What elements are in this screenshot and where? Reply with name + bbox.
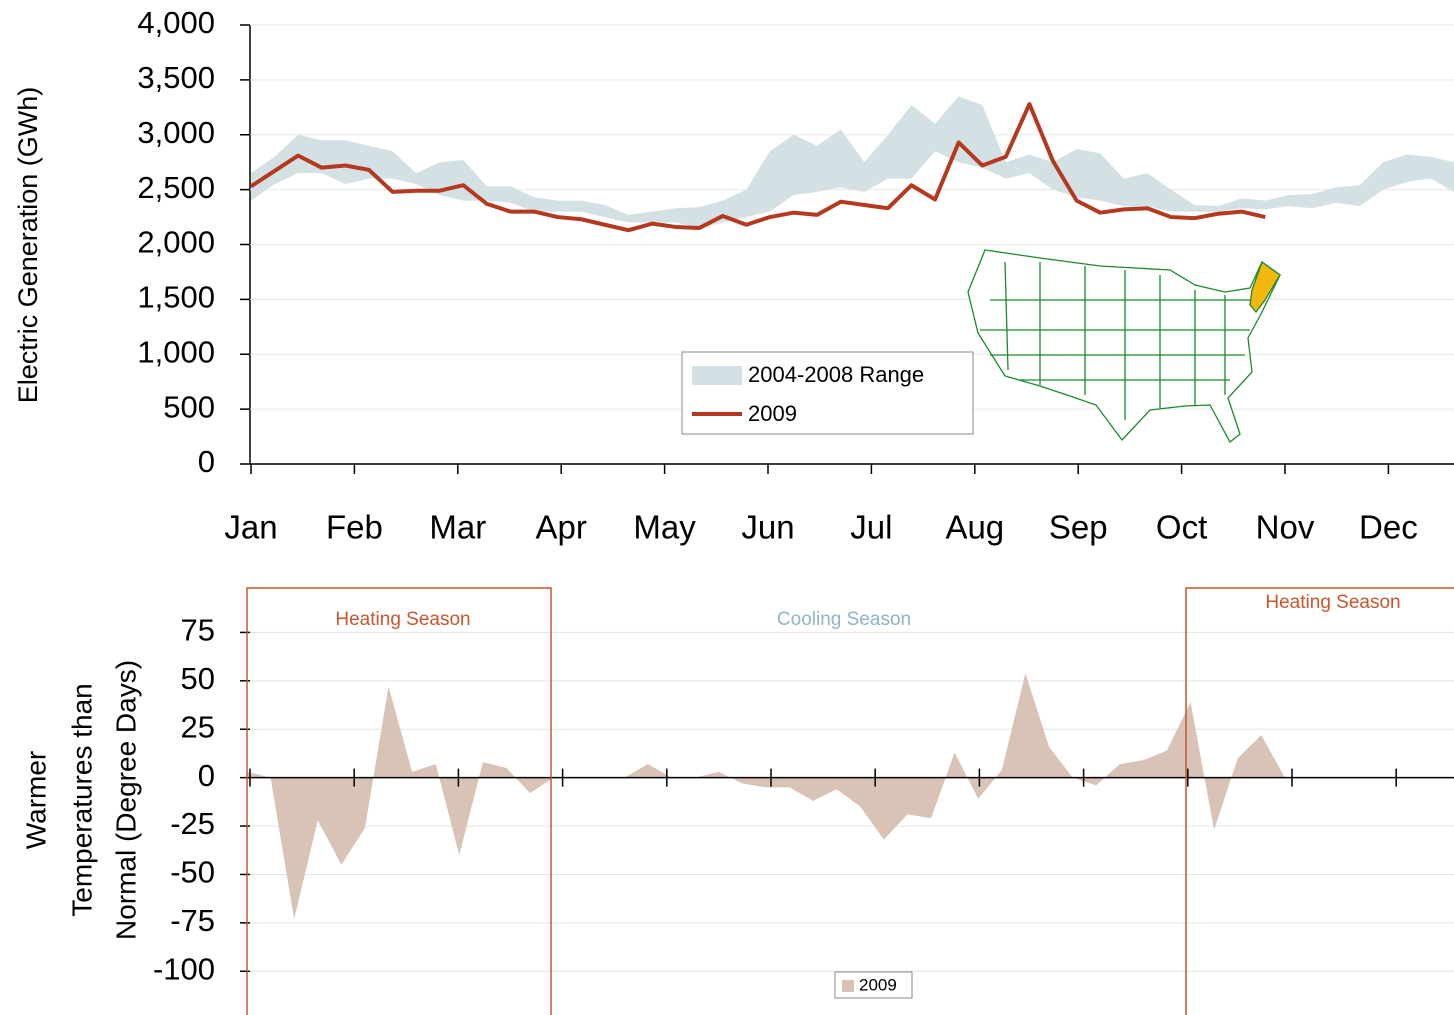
x-tick-label: Mar (429, 509, 486, 546)
x-tick-label: Apr (536, 509, 587, 546)
season-box (246, 587, 552, 1015)
legend-box (681, 351, 974, 435)
x-tick-label: Jun (741, 509, 794, 546)
x-tick-label: May (633, 509, 696, 546)
x-tick-label: Nov (1256, 509, 1315, 546)
y-tick-label: 3,000 (137, 115, 215, 150)
y-tick-label: 500 (163, 389, 215, 424)
bottom-plot: 75 50 25 0 -25 -50 -75 -100 (153, 613, 1454, 986)
y-tick-label: 2,000 (137, 225, 215, 260)
us-map (967, 249, 1281, 443)
y-axis-label: Electric Generation (GWh) (13, 87, 43, 404)
map-borders (980, 261, 1250, 420)
series-line (249, 102, 1266, 233)
annotation: Heating Season (335, 609, 470, 630)
y-axis-label: Temperatures than (66, 683, 97, 916)
annotation: Cooling Season (777, 609, 911, 630)
y-tick-label: 75 (181, 613, 215, 648)
y-tick-label: 25 (181, 709, 215, 744)
x-tick-label: Oct (1156, 509, 1207, 546)
y-tick-label: 2,500 (137, 170, 215, 205)
x-tick-label: Sep (1049, 509, 1108, 546)
y-tick-label: 0 (198, 758, 215, 793)
legend-label: 2009 (859, 975, 897, 994)
y-tick-label: 50 (181, 661, 215, 696)
x-tick-label: Jul (850, 509, 892, 546)
x-tick-label: Feb (326, 509, 383, 546)
annotation: Heating Season (1265, 592, 1400, 613)
series-area (247, 673, 1285, 919)
x-tick-label: Dec (1359, 509, 1418, 546)
x-tick-label: Jan (224, 509, 277, 546)
y-tick-label: 4,000 (137, 5, 215, 40)
y-axis-label: Warmer (20, 751, 51, 850)
season-box (1185, 587, 1454, 1015)
top-plot: 0 500 1,000 1,500 2,000 2,500 3,000 3,500 4,000 J… (137, 5, 1454, 546)
range-area (251, 96, 1454, 229)
legend-swatch (692, 366, 742, 385)
y-tick-label: 3,500 (137, 60, 215, 95)
map-outline (967, 249, 1281, 443)
legend-swatch (842, 980, 854, 992)
y-tick-label: -100 (153, 951, 215, 986)
y-tick-label: 1,000 (137, 334, 215, 369)
x-tick-label: Aug (945, 509, 1004, 546)
y-tick-label: -75 (170, 903, 215, 938)
y-axis-label: Normal (Degree Days) (110, 660, 141, 940)
y-tick-label: -25 (170, 806, 215, 841)
legend-label: 2004-2008 Range (748, 362, 924, 387)
y-tick-label: 1,500 (137, 280, 215, 315)
map-highlight (1249, 260, 1281, 314)
y-tick-label: -50 (170, 855, 215, 890)
y-tick-label: 0 (198, 444, 215, 479)
legend-label: 2009 (748, 401, 797, 426)
